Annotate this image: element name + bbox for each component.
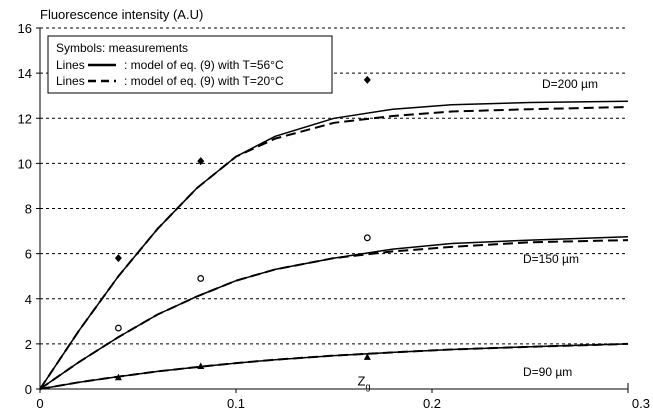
y-axis-title: Fluorescence intensity (A.U) <box>40 7 203 22</box>
y-tick-label-3: 6 <box>25 247 32 262</box>
series-1-model-56-solid <box>39 235 629 390</box>
series-1-point-1 <box>197 275 205 282</box>
x-tick-label-1: 0.1 <box>227 396 245 411</box>
legend-entry-1-prefix: Lines <box>56 58 85 72</box>
legend-title: Symbols: measurements <box>56 41 188 55</box>
y-tick-label-6: 12 <box>18 111 32 126</box>
z-annotation-subscript: g <box>365 382 370 392</box>
x-tick-label-3: 0.3 <box>632 396 650 411</box>
z-annotation-main: Z <box>358 374 366 389</box>
series-2-label: D=90 µm <box>523 365 572 379</box>
x-tick-label-0: 0 <box>36 396 43 411</box>
legend-entry-2-prefix: Lines <box>56 74 85 88</box>
series-1-point-2 <box>363 234 371 242</box>
series-1-label: D=150 µm <box>523 252 579 266</box>
curve-labels: D=200 µm D=150 µm D=90 µm <box>523 77 598 379</box>
y-tick-label-8: 16 <box>18 21 32 36</box>
series-2-point-0 <box>114 373 122 381</box>
series-0-label: D=200 µm <box>542 77 598 91</box>
legend-entry-2-text: : model of eq. (9) with T=20°C <box>124 74 284 88</box>
series-0-point-1 <box>197 157 205 166</box>
x-tick-label-2: 0.2 <box>423 396 441 411</box>
legend: Symbols: measurements Lines : model of e… <box>47 35 333 94</box>
axes <box>36 27 629 393</box>
measurement-points <box>114 75 371 381</box>
model-curves <box>39 100 629 390</box>
series-0-model-56-solid <box>39 100 629 390</box>
series-2-model-56-solid <box>39 343 629 390</box>
series-1-point-0 <box>114 324 122 332</box>
series-2-point-1 <box>197 362 205 369</box>
series-0-point-0 <box>114 254 122 263</box>
tick-labels: 0 2 4 6 8 10 12 14 16 0 0.1 0.2 0.3 <box>18 21 650 411</box>
y-tick-label-0: 0 <box>25 382 32 397</box>
y-tick-label-2: 4 <box>25 292 32 307</box>
y-tick-label-7: 14 <box>18 66 32 81</box>
series-2-point-2 <box>363 353 371 360</box>
series-0-point-2 <box>363 75 371 84</box>
z-annotation: Zg <box>358 374 371 392</box>
legend-entry-1-text: : model of eq. (9) with T=56°C <box>124 58 284 72</box>
z-annotation-label: Zg <box>358 374 371 392</box>
y-tick-label-5: 10 <box>18 156 32 171</box>
y-tick-label-1: 2 <box>25 337 32 352</box>
y-tick-label-4: 8 <box>25 202 32 217</box>
